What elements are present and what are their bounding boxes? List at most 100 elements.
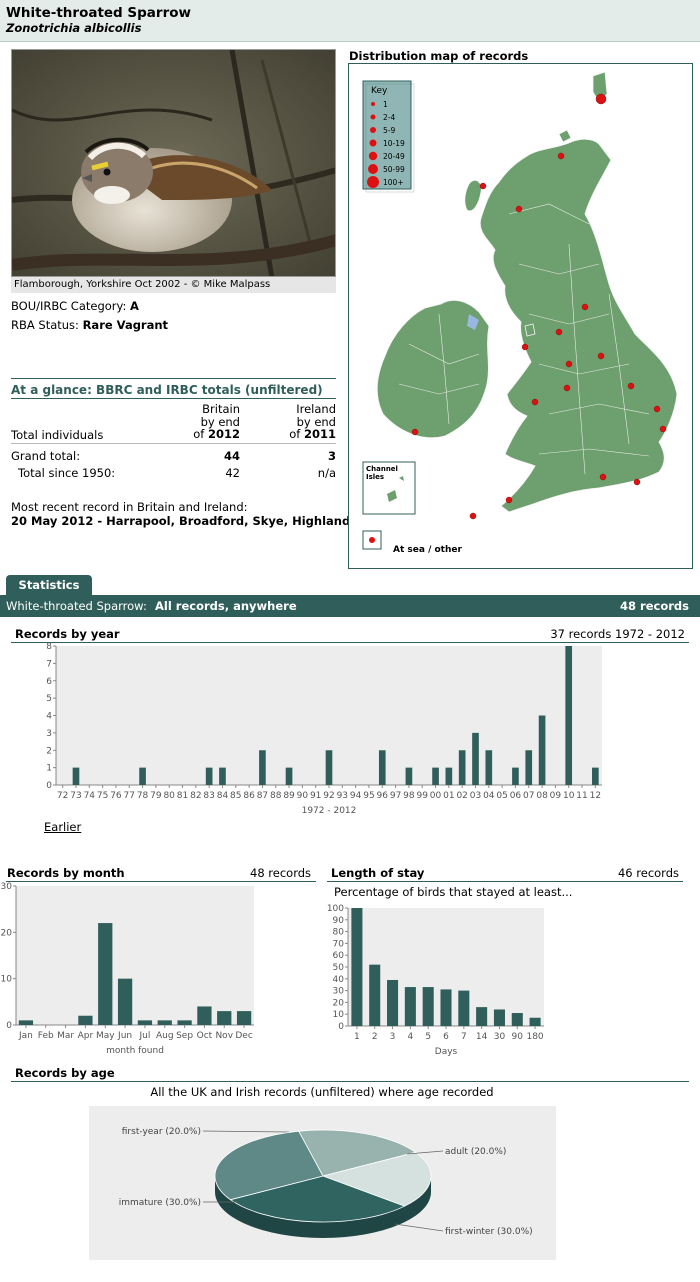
y-tick-label: 80 — [333, 928, 345, 938]
x-tick-label: 03 — [470, 791, 481, 801]
map-key-dot — [369, 139, 377, 147]
pie-slice — [321, 1151, 432, 1207]
y-tick-label: 3 — [46, 729, 52, 739]
x-tick-label: 74 — [84, 791, 96, 801]
x-axis-label: month found — [106, 1046, 164, 1056]
x-tick-label: 81 — [177, 791, 188, 801]
pie-slice-label: immature (30.0%) — [119, 1198, 201, 1208]
bar — [422, 987, 434, 1026]
x-tick-label: 92 — [323, 791, 334, 801]
y-tick-label: 2 — [46, 746, 52, 756]
y-tick-label: 6 — [46, 677, 52, 687]
pie-slice — [214, 1130, 324, 1201]
bar — [98, 923, 113, 1025]
species-photo — [11, 49, 336, 277]
x-tick-label: 00 — [430, 791, 442, 801]
x-tick-label: 06 — [510, 791, 522, 801]
y-tick-label: 70 — [333, 939, 345, 949]
bar — [476, 1007, 488, 1026]
bar — [285, 767, 293, 785]
total-individuals-label: Total individuals — [11, 428, 104, 442]
map-record-dot — [653, 405, 661, 413]
stay-chart-rule — [327, 881, 683, 882]
bar — [72, 767, 80, 785]
map-key-dot — [368, 151, 378, 161]
x-tick-label: 76 — [110, 791, 122, 801]
bar — [177, 1020, 192, 1025]
map-title: Distribution map of records — [349, 49, 529, 63]
x-tick-label: 2 — [372, 1032, 378, 1042]
bar — [511, 1013, 523, 1026]
year-chart-heading: Records by year — [15, 627, 120, 641]
glance-rule-top — [11, 378, 336, 379]
x-tick-label: 11 — [576, 791, 587, 801]
map-record-dot — [521, 343, 529, 351]
bar — [458, 990, 470, 1026]
bar — [78, 1015, 93, 1025]
glance-title: At a glance: BBRC and IRBC totals (unfil… — [11, 383, 323, 397]
x-tick-label: 83 — [203, 791, 214, 801]
bar — [137, 1020, 153, 1025]
y-tick-label: 0 — [338, 1022, 344, 1032]
bar — [538, 715, 546, 785]
x-tick-label: 99 — [416, 791, 428, 801]
stay-chart-heading: Length of stay — [331, 866, 425, 880]
x-tick-label: 91 — [310, 791, 321, 801]
bar — [197, 1006, 212, 1025]
x-tick-label: 84 — [217, 791, 229, 801]
x-tick-label: 97 — [390, 791, 401, 801]
map-record-dot — [627, 382, 635, 390]
x-tick-label: 6 — [443, 1032, 449, 1042]
x-tick-label: 77 — [124, 791, 135, 801]
at-sea-label: At sea / other — [393, 545, 462, 555]
pie-slice-label: first-year (20.0%) — [122, 1127, 201, 1137]
age-pie-chart: first-year (20.0%) adult (20.0%) first-win… — [89, 1106, 556, 1260]
bar — [525, 750, 533, 785]
bar — [217, 1011, 232, 1025]
isle-of-man-shape — [524, 323, 536, 337]
uk-ireland-map: Key 1 2-4 5-9 10-19 20-49 50-99 100+ Channel — [362, 71, 678, 555]
channel-isles-label-2: Isles — [366, 473, 384, 481]
x-tick-label: Mar — [57, 1031, 74, 1041]
x-tick-label: 75 — [97, 791, 108, 801]
map-record-dot — [515, 205, 523, 213]
x-tick-label: 73 — [70, 791, 81, 801]
bar — [529, 1017, 541, 1026]
bar — [117, 978, 133, 1025]
x-tick-label: 12 — [590, 791, 601, 801]
x-tick-label: 87 — [257, 791, 268, 801]
map-record-dot — [469, 512, 477, 520]
strip-species: White-throated Sparrow: — [6, 599, 147, 613]
map-key-label: 2-4 — [383, 113, 395, 122]
x-tick-label: 5 — [425, 1032, 431, 1042]
month-bar-chart: 0 10 20 30 Jan Feb Mar Apr May Jun Jul Aug Sep Oct Nov… — [1, 882, 254, 1056]
month-chart-summary: 48 records — [250, 866, 312, 880]
x-tick-label: Oct — [197, 1031, 213, 1041]
britain-column-header: Britain by end of 2012 — [193, 402, 240, 441]
species-header: White-throated Sparrow Zonotrichia albic… — [0, 0, 700, 42]
map-key-dot — [371, 102, 375, 106]
earlier-link[interactable]: Earlier — [44, 820, 82, 834]
bar — [493, 1009, 505, 1026]
bar — [565, 646, 573, 785]
map-record-dot — [659, 425, 667, 433]
statistics-tab[interactable]: Statistics — [6, 575, 92, 595]
photo-caption: Flamborough, Yorkshire Oct 2002 - © Mike… — [11, 277, 336, 293]
hebrides-shape — [464, 179, 482, 212]
year-chart-summary: 37 records 1972 - 2012 — [550, 627, 685, 641]
x-tick-label: Nov — [215, 1031, 233, 1041]
plot-area — [16, 886, 254, 1025]
y-tick-label: 40 — [333, 975, 345, 985]
bar — [351, 908, 363, 1026]
y-tick-label: 0 — [46, 781, 52, 791]
bar — [205, 767, 213, 785]
x-tick-label: 72 — [57, 791, 68, 801]
x-tick-label: 3 — [390, 1032, 396, 1042]
x-tick-label: 95 — [363, 791, 374, 801]
statistics-strip: White-throated Sparrow: All records, any… — [0, 595, 700, 617]
map-key-dot — [368, 164, 378, 174]
x-tick-label: 7 — [461, 1032, 467, 1042]
bar — [139, 767, 146, 785]
recent-record-label: Most recent record in Britain and Irelan… — [11, 500, 248, 514]
distribution-map: Key 1 2-4 5-9 10-19 20-49 50-99 100+ Channel — [348, 63, 693, 569]
